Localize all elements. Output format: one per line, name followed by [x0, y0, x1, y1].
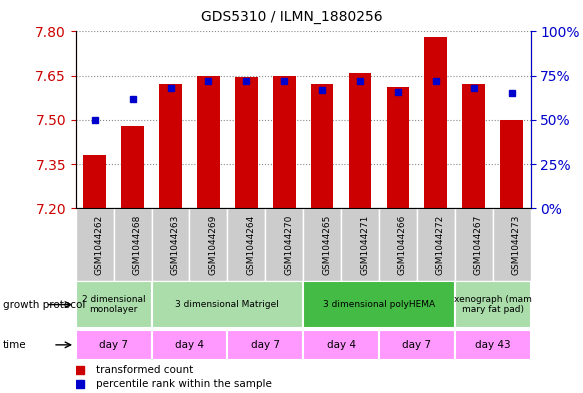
Bar	[265, 208, 303, 281]
Bar	[349, 73, 371, 208]
Text: GSM1044271: GSM1044271	[360, 215, 369, 275]
Text: GSM1044268: GSM1044268	[132, 215, 142, 275]
Bar	[417, 208, 455, 281]
Bar	[303, 281, 455, 328]
Text: day 7: day 7	[99, 340, 128, 350]
Text: GSM1044267: GSM1044267	[473, 215, 483, 275]
Text: day 4: day 4	[326, 340, 356, 350]
Text: day 43: day 43	[475, 340, 511, 350]
Bar	[227, 208, 265, 281]
Text: GSM1044263: GSM1044263	[170, 215, 180, 275]
Bar	[462, 84, 485, 208]
Text: 3 dimensional Matrigel: 3 dimensional Matrigel	[175, 300, 279, 309]
Bar	[76, 281, 152, 328]
Bar	[76, 208, 114, 281]
Bar	[455, 330, 531, 360]
Text: GSM1044265: GSM1044265	[322, 215, 331, 275]
Text: percentile rank within the sample: percentile rank within the sample	[96, 379, 272, 389]
Text: GDS5310 / ILMN_1880256: GDS5310 / ILMN_1880256	[201, 10, 382, 24]
Text: time: time	[3, 340, 27, 350]
Bar	[493, 208, 531, 281]
Bar	[379, 330, 455, 360]
Bar	[83, 155, 106, 208]
Bar	[227, 330, 303, 360]
Bar	[311, 84, 333, 208]
Bar	[114, 208, 152, 281]
Bar	[455, 281, 531, 328]
Bar	[76, 330, 152, 360]
Text: GSM1044270: GSM1044270	[284, 215, 293, 275]
Text: 3 dimensional polyHEMA: 3 dimensional polyHEMA	[323, 300, 435, 309]
Bar	[189, 208, 227, 281]
Bar	[387, 87, 409, 208]
Text: growth protocol: growth protocol	[3, 299, 85, 310]
Text: day 4: day 4	[175, 340, 204, 350]
Bar	[500, 120, 523, 208]
Bar	[235, 77, 258, 208]
Text: GSM1044269: GSM1044269	[209, 215, 217, 275]
Text: GSM1044264: GSM1044264	[246, 215, 255, 275]
Bar	[455, 208, 493, 281]
Bar	[152, 208, 189, 281]
Text: GSM1044272: GSM1044272	[436, 215, 445, 275]
Bar	[152, 330, 227, 360]
Text: day 7: day 7	[251, 340, 280, 350]
Bar	[303, 330, 379, 360]
Text: transformed count: transformed count	[96, 365, 194, 375]
Bar	[159, 84, 182, 208]
Text: GSM1044273: GSM1044273	[512, 215, 521, 275]
Text: 2 dimensional
monolayer: 2 dimensional monolayer	[82, 295, 146, 314]
Bar	[197, 75, 220, 208]
Bar	[121, 126, 144, 208]
Bar	[273, 76, 296, 208]
Bar	[341, 208, 379, 281]
Text: xenograph (mam
mary fat pad): xenograph (mam mary fat pad)	[454, 295, 532, 314]
Bar	[152, 281, 303, 328]
Bar	[303, 208, 341, 281]
Text: day 7: day 7	[402, 340, 431, 350]
Text: GSM1044262: GSM1044262	[94, 215, 104, 275]
Bar	[379, 208, 417, 281]
Text: GSM1044266: GSM1044266	[398, 215, 407, 275]
Bar	[424, 37, 447, 208]
